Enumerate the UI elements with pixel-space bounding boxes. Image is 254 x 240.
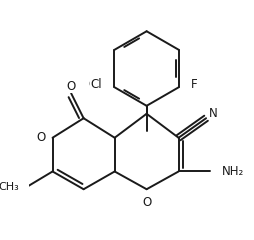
Text: O: O bbox=[67, 80, 76, 93]
Text: Cl: Cl bbox=[88, 78, 100, 91]
Text: O: O bbox=[36, 131, 45, 144]
Text: F: F bbox=[191, 78, 198, 91]
Text: N: N bbox=[209, 107, 218, 120]
Text: O: O bbox=[142, 196, 151, 209]
Text: Cl: Cl bbox=[90, 78, 102, 91]
Text: NH₂: NH₂ bbox=[222, 165, 244, 178]
Text: F: F bbox=[191, 78, 198, 91]
Text: CH₃: CH₃ bbox=[0, 182, 19, 192]
